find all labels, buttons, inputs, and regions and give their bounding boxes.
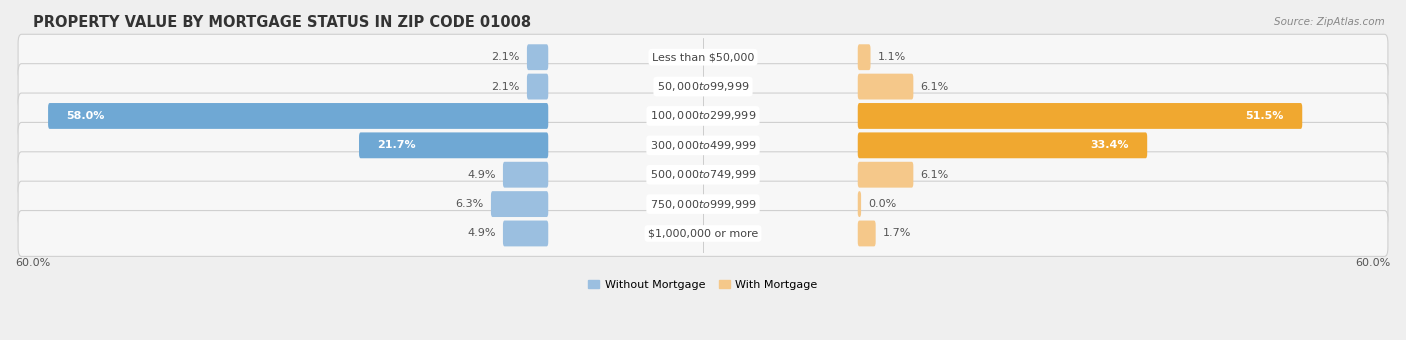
Text: $300,000 to $499,999: $300,000 to $499,999 [650, 139, 756, 152]
Text: 2.1%: 2.1% [491, 82, 520, 91]
Text: $750,000 to $999,999: $750,000 to $999,999 [650, 198, 756, 210]
FancyBboxPatch shape [491, 191, 548, 217]
Text: 51.5%: 51.5% [1246, 111, 1284, 121]
FancyBboxPatch shape [18, 64, 1388, 109]
Text: 1.1%: 1.1% [877, 52, 905, 62]
FancyBboxPatch shape [18, 93, 1388, 139]
Legend: Without Mortgage, With Mortgage: Without Mortgage, With Mortgage [583, 275, 823, 294]
FancyBboxPatch shape [18, 210, 1388, 256]
Text: PROPERTY VALUE BY MORTGAGE STATUS IN ZIP CODE 01008: PROPERTY VALUE BY MORTGAGE STATUS IN ZIP… [32, 15, 530, 30]
FancyBboxPatch shape [359, 132, 548, 158]
FancyBboxPatch shape [18, 181, 1388, 227]
FancyBboxPatch shape [18, 152, 1388, 198]
Text: 6.3%: 6.3% [456, 199, 484, 209]
FancyBboxPatch shape [503, 162, 548, 188]
Text: Less than $50,000: Less than $50,000 [652, 52, 754, 62]
Text: 1.7%: 1.7% [883, 228, 911, 238]
Text: $500,000 to $749,999: $500,000 to $749,999 [650, 168, 756, 181]
Text: 6.1%: 6.1% [921, 82, 949, 91]
FancyBboxPatch shape [858, 44, 870, 70]
FancyBboxPatch shape [527, 44, 548, 70]
Text: 0.0%: 0.0% [869, 199, 897, 209]
FancyBboxPatch shape [858, 74, 914, 100]
Text: 4.9%: 4.9% [467, 228, 496, 238]
FancyBboxPatch shape [858, 221, 876, 246]
Text: 6.1%: 6.1% [921, 170, 949, 180]
FancyBboxPatch shape [48, 103, 548, 129]
Text: $1,000,000 or more: $1,000,000 or more [648, 228, 758, 238]
FancyBboxPatch shape [18, 122, 1388, 168]
Text: $100,000 to $299,999: $100,000 to $299,999 [650, 109, 756, 122]
FancyBboxPatch shape [858, 132, 1147, 158]
FancyBboxPatch shape [858, 162, 914, 188]
FancyBboxPatch shape [18, 34, 1388, 80]
FancyBboxPatch shape [858, 191, 860, 217]
FancyBboxPatch shape [503, 221, 548, 246]
Text: $50,000 to $99,999: $50,000 to $99,999 [657, 80, 749, 93]
Text: 4.9%: 4.9% [467, 170, 496, 180]
Text: Source: ZipAtlas.com: Source: ZipAtlas.com [1274, 17, 1385, 27]
Text: 21.7%: 21.7% [377, 140, 416, 150]
FancyBboxPatch shape [858, 103, 1302, 129]
Text: 33.4%: 33.4% [1090, 140, 1129, 150]
FancyBboxPatch shape [527, 74, 548, 100]
Text: 58.0%: 58.0% [66, 111, 105, 121]
Text: 2.1%: 2.1% [491, 52, 520, 62]
